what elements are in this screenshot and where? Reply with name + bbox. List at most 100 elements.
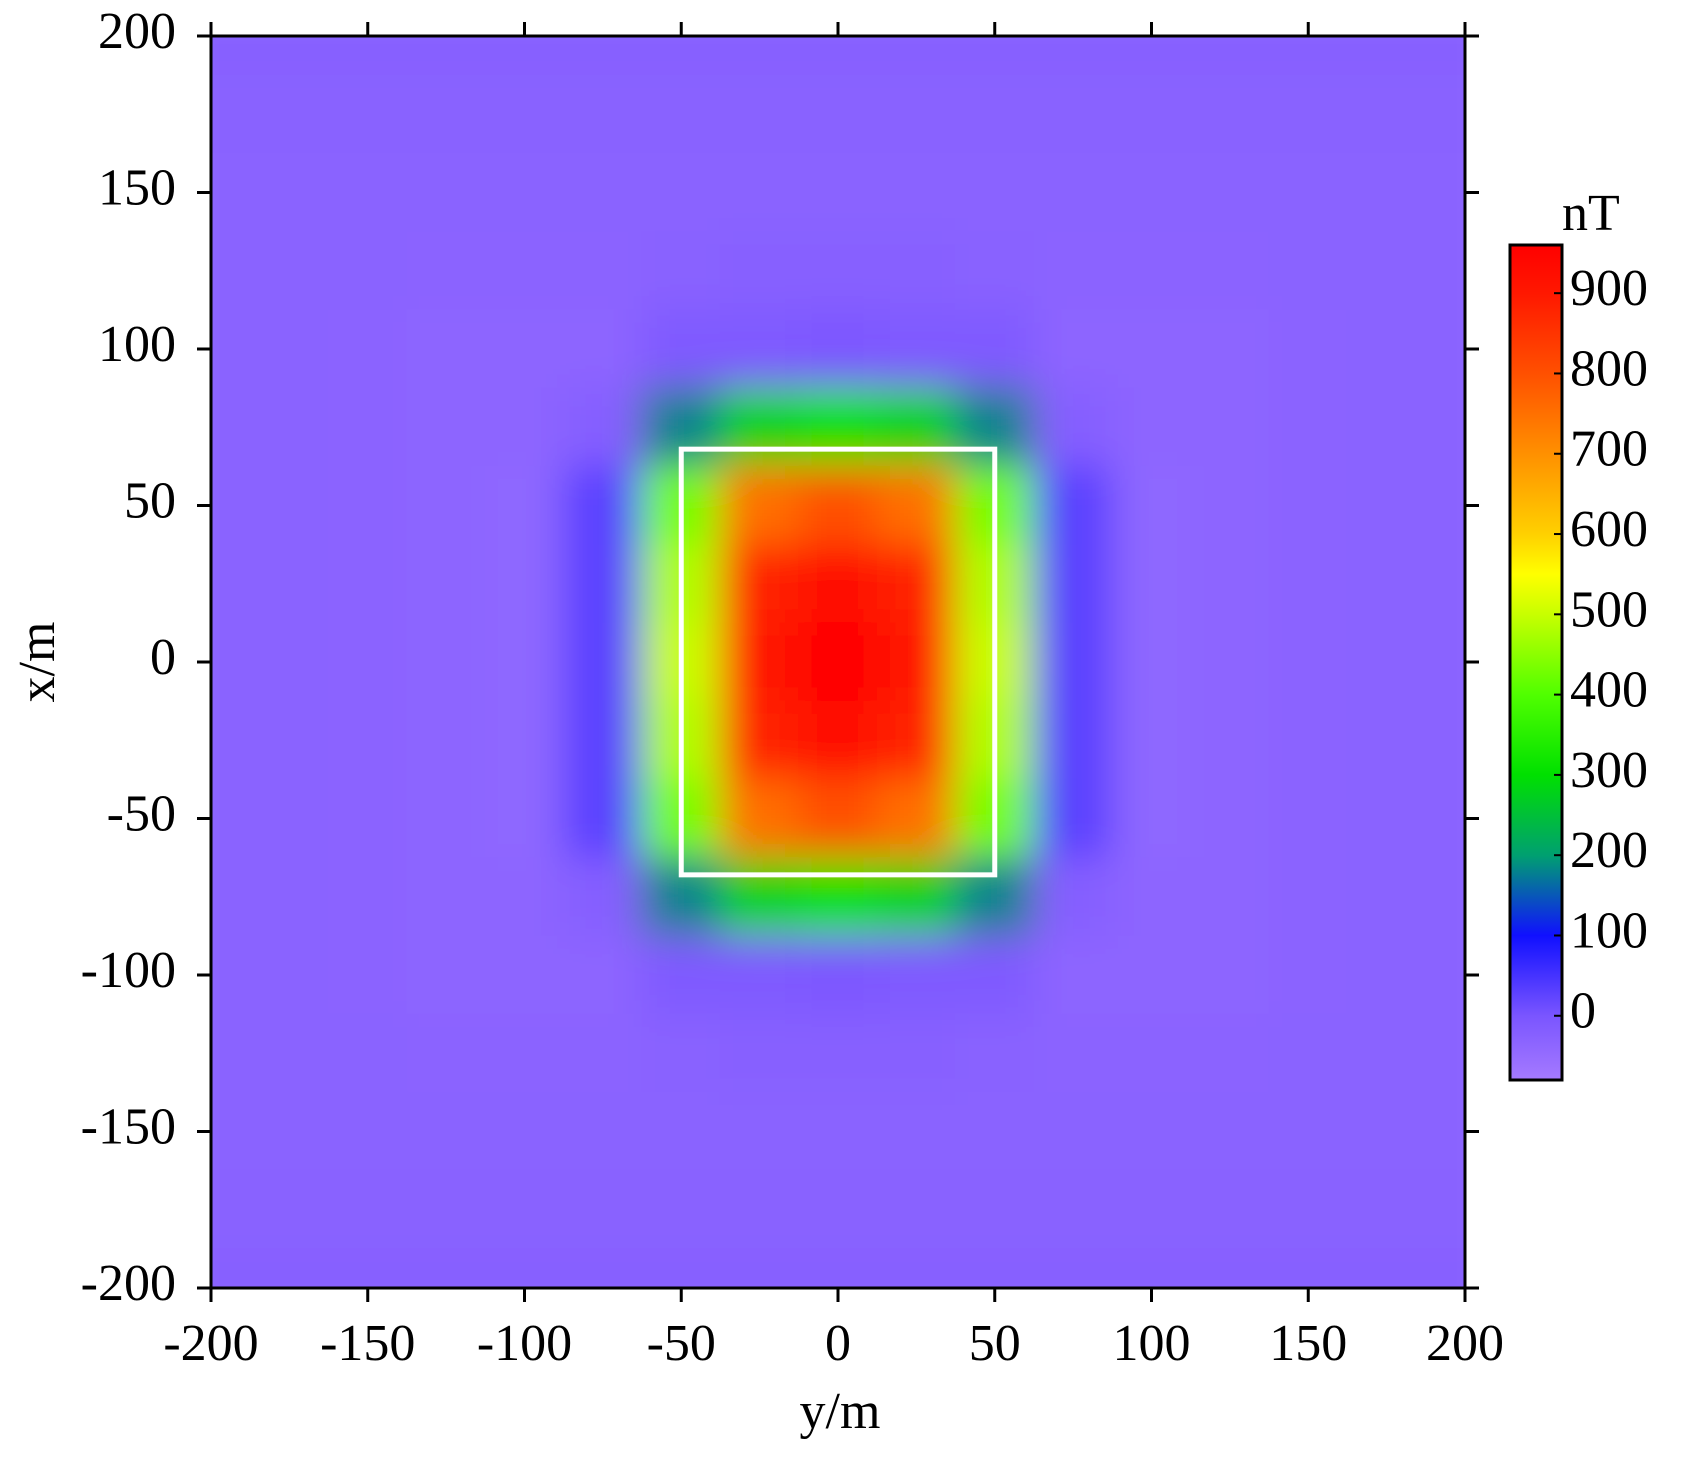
heat-cell bbox=[249, 778, 330, 859]
heat-cell bbox=[955, 36, 1035, 76]
heat-cell bbox=[1033, 387, 1113, 467]
heat-cell bbox=[641, 231, 721, 311]
heat-cell bbox=[1190, 465, 1270, 546]
heat-cell bbox=[249, 1013, 330, 1093]
heat-cell bbox=[328, 152, 408, 233]
heat-cell bbox=[249, 36, 330, 76]
heat-cell bbox=[1111, 544, 1192, 624]
heat-cell bbox=[249, 1091, 330, 1172]
heat-cell bbox=[484, 1013, 565, 1093]
heat-cell bbox=[211, 778, 251, 859]
heat-cell bbox=[876, 778, 957, 859]
heat-cell bbox=[1111, 700, 1192, 780]
heat-cell bbox=[1111, 231, 1192, 311]
heat-cell bbox=[1033, 465, 1113, 546]
heat-cell bbox=[563, 231, 643, 311]
heat-cell bbox=[1111, 1170, 1192, 1250]
heat-cell bbox=[406, 1248, 486, 1288]
heat-cell bbox=[1346, 74, 1427, 154]
heat-cell bbox=[563, 465, 643, 546]
heat-cell bbox=[798, 387, 878, 467]
heat-cell bbox=[719, 231, 800, 311]
heat-cell bbox=[406, 778, 486, 859]
heat-cell bbox=[211, 309, 251, 389]
heat-cell bbox=[798, 1091, 878, 1172]
heat-cell bbox=[641, 935, 721, 1015]
heat-cell bbox=[563, 74, 643, 154]
heat-cell bbox=[798, 935, 878, 1015]
heat-cell bbox=[1346, 1170, 1427, 1250]
heat-cell bbox=[1346, 622, 1427, 702]
heat-cell bbox=[1033, 1248, 1113, 1288]
x-tick-label: 50 bbox=[969, 1315, 1021, 1372]
heat-cell bbox=[406, 1091, 486, 1172]
heat-cell bbox=[1346, 700, 1427, 780]
x-axis-label: y/m bbox=[800, 1383, 881, 1440]
y-tick-label: -200 bbox=[81, 1255, 176, 1312]
heat-cell bbox=[1190, 36, 1270, 76]
heat-cell bbox=[1033, 1091, 1113, 1172]
heat-cell bbox=[1268, 1091, 1348, 1172]
heat-cell bbox=[1346, 465, 1427, 546]
heat-cell bbox=[1425, 387, 1465, 467]
heat-cell bbox=[484, 152, 565, 233]
heat-cell bbox=[1190, 1091, 1270, 1172]
heat-cell bbox=[1268, 622, 1348, 702]
heat-cell bbox=[1425, 544, 1465, 624]
heat-cell bbox=[876, 857, 957, 937]
heat-cell bbox=[484, 935, 565, 1015]
heat-cell bbox=[211, 231, 251, 311]
heat-cell bbox=[249, 622, 330, 702]
heat-cell bbox=[1033, 1013, 1113, 1093]
heat-cell bbox=[563, 1091, 643, 1172]
heat-cell bbox=[1111, 1091, 1192, 1172]
x-tick-label: 150 bbox=[1269, 1315, 1347, 1372]
heat-cell bbox=[211, 387, 251, 467]
heat-cell bbox=[211, 622, 251, 702]
x-tick-label: -100 bbox=[477, 1315, 572, 1372]
heat-cell bbox=[876, 1248, 957, 1288]
heat-cell bbox=[1268, 465, 1348, 546]
heat-cell bbox=[641, 1091, 721, 1172]
heat-cell bbox=[249, 700, 330, 780]
heat-cell bbox=[211, 1248, 251, 1288]
heat-cell bbox=[1190, 1170, 1270, 1250]
heat-cell bbox=[406, 1170, 486, 1250]
heat-cell bbox=[328, 74, 408, 154]
heat-cell bbox=[1190, 544, 1270, 624]
heat-cell bbox=[719, 1248, 800, 1288]
colorbar-tick-label: 800 bbox=[1570, 340, 1648, 397]
colorbar-tick-label: 0 bbox=[1570, 983, 1596, 1040]
heat-cell bbox=[798, 700, 878, 780]
heat-cell bbox=[328, 387, 408, 467]
heat-cell bbox=[955, 1013, 1035, 1093]
heat-cell bbox=[1033, 74, 1113, 154]
heat-cell bbox=[249, 465, 330, 546]
heat-cell bbox=[406, 935, 486, 1015]
heat-cell bbox=[406, 1013, 486, 1093]
heat-cell bbox=[719, 1091, 800, 1172]
heat-cell bbox=[1425, 74, 1465, 154]
heat-cell bbox=[484, 231, 565, 311]
heat-cell bbox=[1111, 309, 1192, 389]
heat-cell bbox=[1425, 1013, 1465, 1093]
heat-cell bbox=[1033, 1170, 1113, 1250]
heat-cell bbox=[876, 1170, 957, 1250]
heat-cell bbox=[484, 700, 565, 780]
heat-cell bbox=[1425, 778, 1465, 859]
heat-cell bbox=[211, 1091, 251, 1172]
heat-cell bbox=[563, 857, 643, 937]
heat-cell bbox=[211, 935, 251, 1015]
heat-cell bbox=[1111, 935, 1192, 1015]
heat-cell bbox=[1111, 1013, 1192, 1093]
heat-cell bbox=[798, 465, 878, 546]
heat-cell bbox=[876, 309, 957, 389]
heat-cell bbox=[328, 935, 408, 1015]
heat-cell bbox=[406, 152, 486, 233]
heat-cell bbox=[563, 622, 643, 702]
heat-cell bbox=[249, 1248, 330, 1288]
heat-cell bbox=[1190, 935, 1270, 1015]
heat-cell bbox=[406, 74, 486, 154]
heat-cell bbox=[719, 74, 800, 154]
y-tick-label: 50 bbox=[124, 472, 176, 529]
